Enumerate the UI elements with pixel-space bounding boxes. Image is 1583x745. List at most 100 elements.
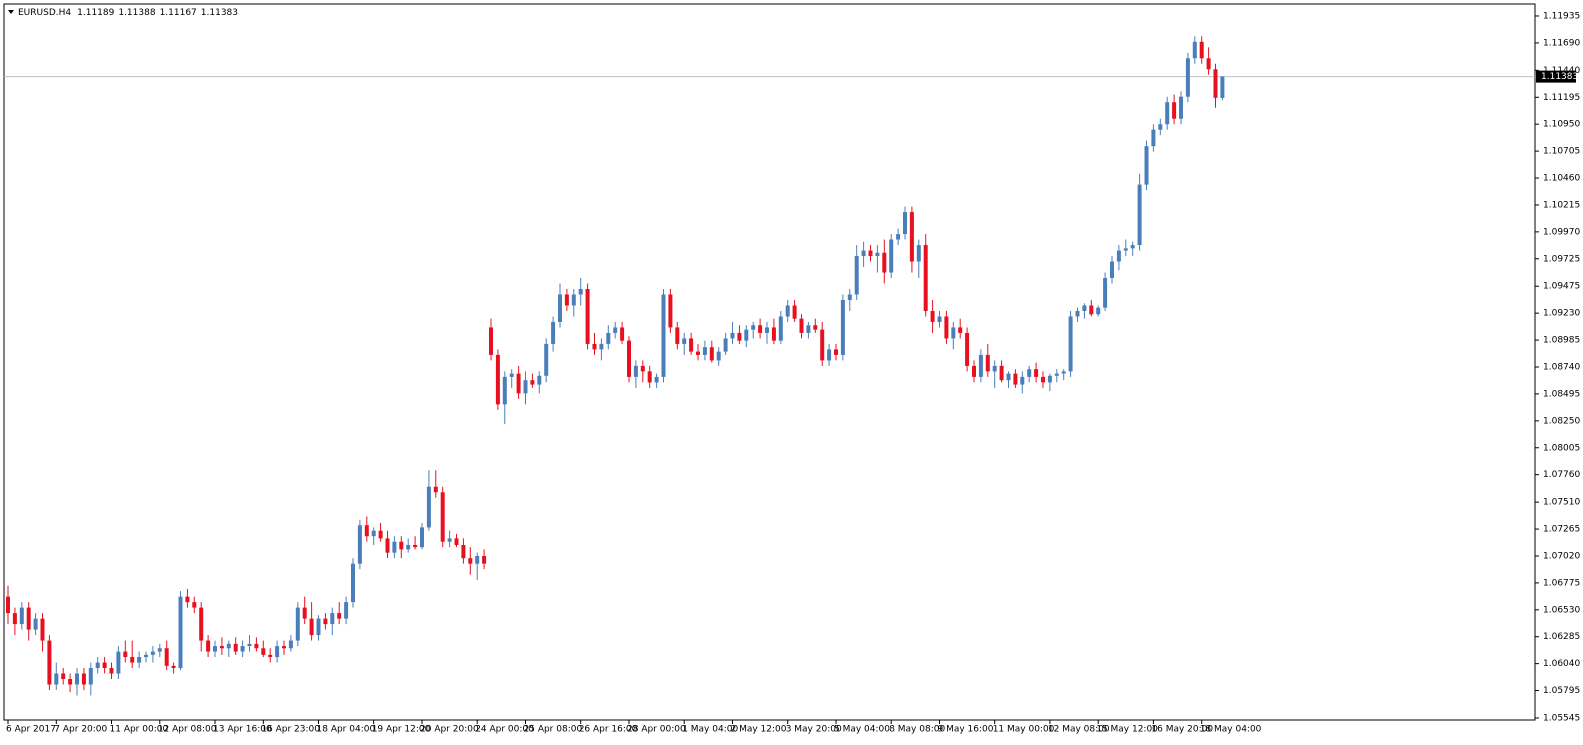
chart-header: EURUSD.H4 1.11189 1.11388 1.11167 1.11383: [18, 8, 238, 18]
candle-body: [1027, 369, 1032, 377]
x-tick-label: 6 Apr 2017: [6, 725, 56, 735]
candle-body: [992, 365, 997, 372]
candle-body: [295, 607, 300, 641]
candle-body: [199, 607, 204, 641]
candle-body: [1213, 69, 1218, 98]
candle-body: [433, 486, 438, 493]
y-tick-label: 1.09725: [1543, 254, 1580, 264]
y-tick-label: 1.07510: [1543, 498, 1580, 508]
x-tick-label: 24 Apr 00:00: [475, 725, 534, 735]
candle-body: [1013, 373, 1018, 385]
y-tick-label: 1.06530: [1543, 605, 1580, 615]
candle-body: [765, 327, 769, 333]
y-tick-label: 1.09475: [1543, 282, 1580, 292]
candle-body: [792, 305, 797, 319]
candle-body: [468, 558, 473, 564]
candle-body: [903, 212, 907, 235]
candle-body: [965, 332, 970, 366]
candle-body: [254, 643, 259, 649]
candle-body: [985, 354, 990, 372]
candle-body: [247, 643, 252, 647]
candle-body: [440, 492, 445, 542]
candle-body: [61, 673, 66, 680]
candle-body: [785, 305, 790, 317]
candle-body: [1006, 373, 1011, 381]
y-tick-label: 1.08985: [1543, 336, 1580, 346]
candle-body: [1206, 58, 1211, 70]
candle-body: [1096, 307, 1101, 315]
y-tick-label: 1.09970: [1543, 227, 1580, 237]
candle-body: [330, 613, 335, 625]
menu-triangle: [8, 10, 14, 14]
candle-body: [716, 351, 721, 361]
candle-body: [54, 673, 59, 685]
candle-body: [551, 321, 556, 344]
candle-body: [12, 613, 17, 625]
candle-body: [930, 310, 935, 322]
candle-body: [868, 250, 873, 257]
candle-body: [502, 376, 507, 405]
candle-body: [233, 643, 238, 652]
candle-body: [509, 373, 514, 377]
candle-body: [371, 530, 376, 537]
candle-body: [26, 607, 31, 630]
candle-body: [337, 613, 342, 619]
y-tick-label: 1.10705: [1543, 147, 1580, 157]
candle-body: [1123, 248, 1128, 251]
candle-body: [627, 340, 631, 377]
candle-body: [164, 648, 169, 666]
candle-body: [840, 299, 845, 355]
x-tick-label: 26 Apr 16:00: [579, 725, 638, 735]
candle-body: [6, 596, 10, 614]
candle-body: [351, 563, 355, 603]
candle-body: [144, 654, 148, 658]
candle-body: [709, 347, 714, 361]
candle-body: [1179, 96, 1183, 119]
candle-body: [1075, 310, 1080, 317]
x-tick-label: 1 May 04:00: [682, 725, 738, 735]
candle-body: [137, 657, 142, 663]
x-tick-label: 11 May 00:00: [993, 725, 1055, 735]
candle-body: [406, 544, 411, 550]
plot-frame: [3, 3, 1536, 721]
candle-body: [937, 316, 942, 322]
candle-body: [1151, 129, 1156, 147]
candle-body: [599, 343, 604, 350]
candle-body: [1020, 376, 1025, 385]
candle-body: [302, 607, 307, 619]
x-tick-label: 19 Apr 12:00: [372, 725, 431, 735]
candle-body: [1054, 373, 1059, 376]
candle-body: [1047, 375, 1052, 383]
candle-body: [834, 349, 838, 355]
candle-body: [923, 245, 928, 311]
x-tick-label: 28 Apr 00:00: [627, 725, 686, 735]
candle-body: [778, 316, 783, 341]
candle-body: [675, 327, 680, 344]
y-tick-label: 1.05545: [1543, 714, 1580, 724]
candle-body: [737, 332, 742, 341]
candle-body: [316, 618, 321, 636]
candle-body: [364, 525, 369, 537]
candle-body: [668, 294, 673, 328]
candle-body: [682, 338, 687, 344]
candle-body: [1034, 369, 1039, 377]
candle-body: [47, 640, 52, 685]
candle-body: [1192, 41, 1197, 59]
x-tick-label: 5 May 04:00: [834, 725, 890, 735]
candle-body: [875, 252, 880, 257]
candle-body: [1165, 102, 1170, 125]
header-high: 1.11388: [118, 8, 155, 18]
candle-body: [323, 618, 328, 625]
candle-body: [958, 327, 963, 333]
candle-body: [1144, 146, 1149, 185]
y-tick-label: 1.06285: [1543, 632, 1580, 642]
candle-body: [357, 525, 362, 564]
candle-body: [454, 538, 459, 545]
candle-body: [109, 668, 114, 674]
candle-body: [150, 651, 155, 655]
candle-body: [482, 555, 487, 564]
candle-body: [620, 327, 625, 341]
y-tick-label: 1.10215: [1543, 200, 1580, 210]
candle-body: [544, 343, 549, 376]
candle-body: [19, 607, 24, 625]
